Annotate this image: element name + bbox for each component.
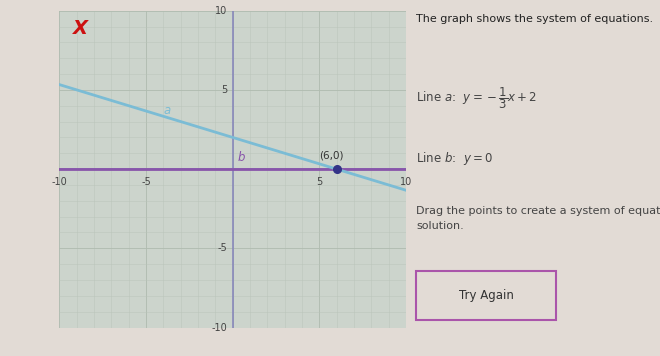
- Text: (6,0): (6,0): [319, 150, 344, 160]
- Text: Drag the points to create a system of equations
solution.: Drag the points to create a system of eq…: [416, 206, 660, 231]
- Text: 10: 10: [400, 177, 412, 187]
- Text: The graph shows the system of equations.: The graph shows the system of equations.: [416, 14, 653, 24]
- Text: -5: -5: [218, 243, 228, 253]
- Text: Try Again: Try Again: [459, 289, 513, 302]
- Text: b: b: [238, 151, 246, 164]
- Text: 5: 5: [316, 177, 322, 187]
- Text: -10: -10: [51, 177, 67, 187]
- Text: -5: -5: [141, 177, 151, 187]
- Text: 5: 5: [221, 85, 228, 95]
- FancyBboxPatch shape: [416, 271, 556, 320]
- Text: Line $b$:  $y=0$: Line $b$: $y=0$: [416, 150, 493, 167]
- Text: -10: -10: [212, 323, 228, 333]
- Text: 10: 10: [215, 6, 228, 16]
- Text: Line $a$:  $y=-\dfrac{1}{3}x+2$: Line $a$: $y=-\dfrac{1}{3}x+2$: [416, 85, 537, 111]
- Text: X: X: [73, 20, 88, 38]
- Text: a: a: [164, 104, 170, 117]
